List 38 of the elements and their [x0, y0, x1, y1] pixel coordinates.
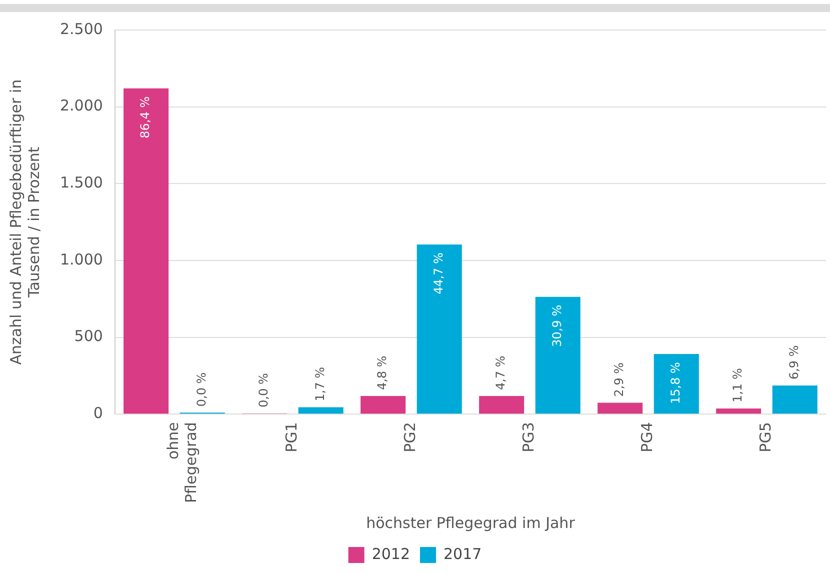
bar	[298, 407, 344, 414]
x-tick-label: PG5	[756, 422, 775, 452]
y-tick-label: 1.000	[60, 250, 103, 268]
annotation: 4,7 %	[494, 356, 508, 390]
y-tick-label: 0	[93, 404, 103, 422]
annotation: 86,4 %	[138, 96, 152, 138]
bar	[772, 386, 818, 414]
annotation: 15,8 %	[668, 362, 683, 404]
x-tick-label: PG4	[638, 422, 656, 452]
bar	[416, 244, 462, 414]
bar	[598, 402, 643, 414]
x-tick-label: PG2	[401, 422, 420, 452]
annotation: 0,0 %	[194, 372, 208, 407]
bar	[360, 396, 406, 414]
bar	[654, 354, 699, 414]
legend-label: 2017	[444, 544, 482, 563]
y-tick-label: 2.000	[60, 96, 103, 115]
bar	[716, 408, 762, 414]
annotation: 1,1 %	[730, 368, 745, 402]
y-tick-label: 500	[74, 327, 103, 346]
x-tick-label: PG3	[520, 422, 538, 452]
y-tick-label: 2.500	[60, 20, 103, 38]
annotation: 6,9 %	[787, 345, 802, 380]
annotation: 0,0 %	[256, 373, 271, 408]
bar	[535, 296, 580, 414]
x-tick-label: ohne Pflegegrad	[164, 422, 200, 503]
legend-label: 2012	[372, 544, 410, 563]
annotation: 4,8 %	[375, 356, 390, 390]
annotation: 1,7 %	[312, 366, 327, 402]
annotation: 2,9 %	[612, 362, 626, 397]
annotation: 30,9 %	[550, 304, 564, 347]
y-axis-title: Anzahl und Anteil Pflegebedürftiger in Tausend / in Prozent	[6, 79, 43, 365]
bar	[479, 396, 524, 414]
annotation: 44,7 %	[431, 252, 446, 294]
x-tick-label: PG1	[282, 422, 301, 452]
bar	[124, 88, 169, 414]
x-axis-title: höchster Pflegegrad im Jahr	[366, 514, 576, 532]
y-tick-label: 1.500	[60, 174, 103, 192]
